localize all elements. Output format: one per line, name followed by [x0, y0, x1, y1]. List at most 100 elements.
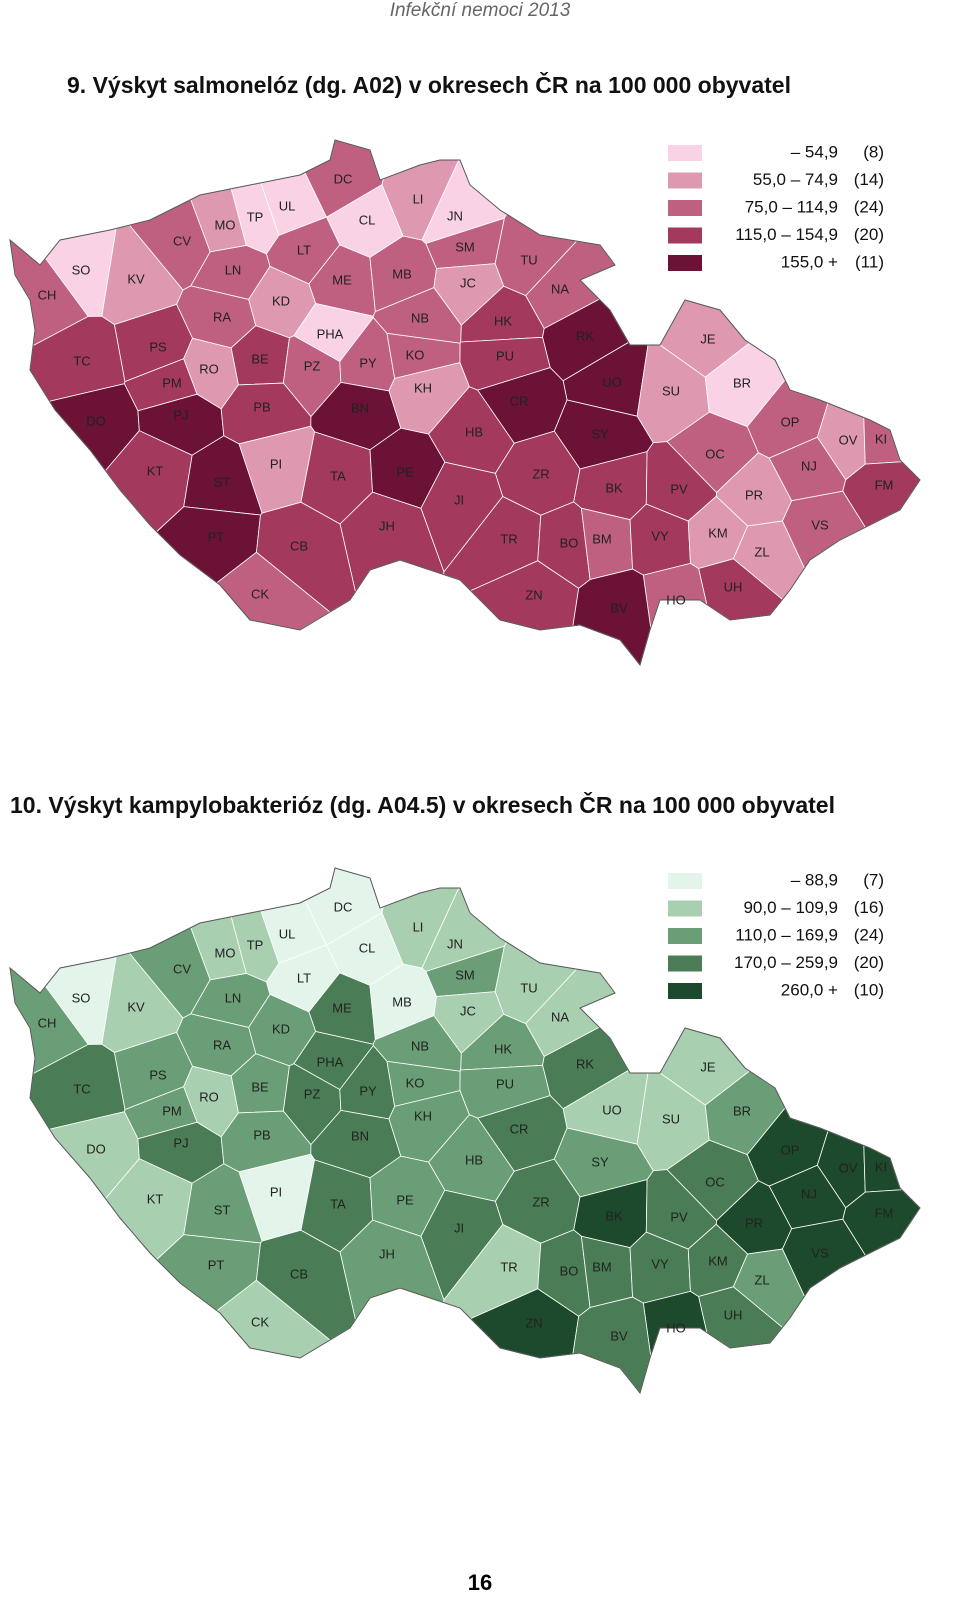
- district-label: ST: [214, 1202, 231, 1217]
- district-label: PS: [149, 1067, 167, 1082]
- district-label: SY: [591, 1154, 609, 1169]
- district-label: TU: [520, 980, 537, 995]
- district-label: JC: [460, 275, 476, 290]
- district-label: LT: [297, 242, 311, 257]
- district-label: PE: [396, 1192, 414, 1207]
- district-label: UL: [279, 926, 296, 941]
- district-label: DO: [86, 413, 106, 428]
- legend-count: (24): [854, 197, 884, 216]
- district-label: PV: [670, 1209, 688, 1224]
- district-label: PE: [396, 464, 414, 479]
- district-label: PM: [162, 1103, 182, 1118]
- district-label: HK: [494, 313, 512, 328]
- district-label: KV: [127, 999, 145, 1014]
- district-label: BO: [560, 1263, 579, 1278]
- page-number: 16: [467, 1570, 493, 1595]
- district-label: TP: [247, 937, 264, 952]
- district-label: TC: [73, 353, 90, 368]
- district-label: DC: [334, 171, 353, 186]
- legend-count: (14): [854, 170, 884, 189]
- district-label: OV: [839, 432, 858, 447]
- district-label: PI: [270, 456, 282, 471]
- district-label: TP: [247, 209, 264, 224]
- district-label: RK: [576, 328, 594, 343]
- district-label: RA: [213, 309, 231, 324]
- district-label: PT: [208, 1257, 225, 1272]
- district-label: LI: [413, 919, 424, 934]
- district-label: OC: [705, 446, 725, 461]
- district-label: BK: [605, 480, 623, 495]
- district-label: PZ: [304, 358, 321, 373]
- district-label: SU: [662, 1111, 680, 1126]
- legend-count: (16): [854, 898, 884, 917]
- country-outline: [9, 139, 921, 667]
- district-label: BR: [733, 1103, 751, 1118]
- district-label: MB: [392, 994, 412, 1009]
- district-label: PJ: [173, 407, 188, 422]
- district-label: BV: [610, 1328, 628, 1343]
- country-outline: [9, 867, 921, 1395]
- district-label: SU: [662, 383, 680, 398]
- legend-range: 90,0 – 109,9: [743, 898, 838, 917]
- district-label: JE: [700, 331, 716, 346]
- legend-swatch: [668, 145, 702, 161]
- district-label: BK: [605, 1208, 623, 1223]
- district-label: ST: [214, 474, 231, 489]
- district-label: PB: [253, 1127, 270, 1142]
- district-label: CR: [510, 393, 529, 408]
- district-label: OC: [705, 1174, 725, 1189]
- district-label: PR: [745, 1215, 763, 1230]
- legend-count: (8): [863, 142, 884, 161]
- district-label: PU: [496, 348, 514, 363]
- district-label: FM: [875, 477, 894, 492]
- running-header: Infekční nemoci 2013: [389, 0, 571, 21]
- district-label: VS: [811, 1245, 829, 1260]
- district: [572, 1296, 652, 1394]
- district-label: JI: [454, 1220, 464, 1235]
- district-label: PHA: [317, 1054, 344, 1069]
- district-label: PB: [253, 399, 270, 414]
- legend-swatch: [668, 955, 702, 972]
- district-label: MB: [392, 266, 412, 281]
- district-label: TR: [500, 531, 517, 546]
- district-label: KH: [414, 380, 432, 395]
- district-label: KO: [406, 1075, 425, 1090]
- legend-range: – 54,9: [791, 142, 838, 161]
- district-label: ME: [332, 272, 352, 287]
- district-label: LI: [413, 191, 424, 206]
- district-label: KM: [708, 1253, 728, 1268]
- district-label: CB: [290, 1266, 308, 1281]
- legend-range: 75,0 – 114,9: [745, 197, 838, 216]
- district-label: CL: [359, 940, 376, 955]
- legend-count: (20): [854, 953, 884, 972]
- district-label: NJ: [801, 1186, 817, 1201]
- district-label: UH: [724, 579, 743, 594]
- legend-count: (11): [855, 252, 884, 271]
- district-label: ZN: [525, 1315, 542, 1330]
- district-label: TR: [500, 1259, 517, 1274]
- district-label: LN: [225, 262, 242, 277]
- district-label: HB: [465, 1152, 483, 1167]
- legend-swatch: [668, 227, 702, 244]
- district-label: RK: [576, 1056, 594, 1071]
- legend-range: – 88,9: [791, 870, 838, 889]
- district-label: VS: [811, 517, 829, 532]
- legend-range: 110,0 – 169,9: [735, 925, 838, 944]
- district-label: PV: [670, 481, 688, 496]
- legend-swatch: [668, 172, 702, 189]
- district-label: HO: [666, 592, 686, 607]
- district-label: NA: [551, 1009, 569, 1024]
- district-label: HO: [666, 1320, 686, 1335]
- legend-count: (20): [854, 225, 884, 244]
- district-label: PY: [359, 355, 377, 370]
- district-label: SM: [455, 239, 475, 254]
- district-label: KV: [127, 271, 145, 286]
- district-label: UO: [602, 374, 622, 389]
- district-label: CH: [38, 287, 57, 302]
- district-label: BV: [610, 600, 628, 615]
- district-label: ZL: [754, 1272, 769, 1287]
- district-label: BN: [351, 1128, 369, 1143]
- district-label: FM: [875, 1205, 894, 1220]
- district-label: PT: [208, 529, 225, 544]
